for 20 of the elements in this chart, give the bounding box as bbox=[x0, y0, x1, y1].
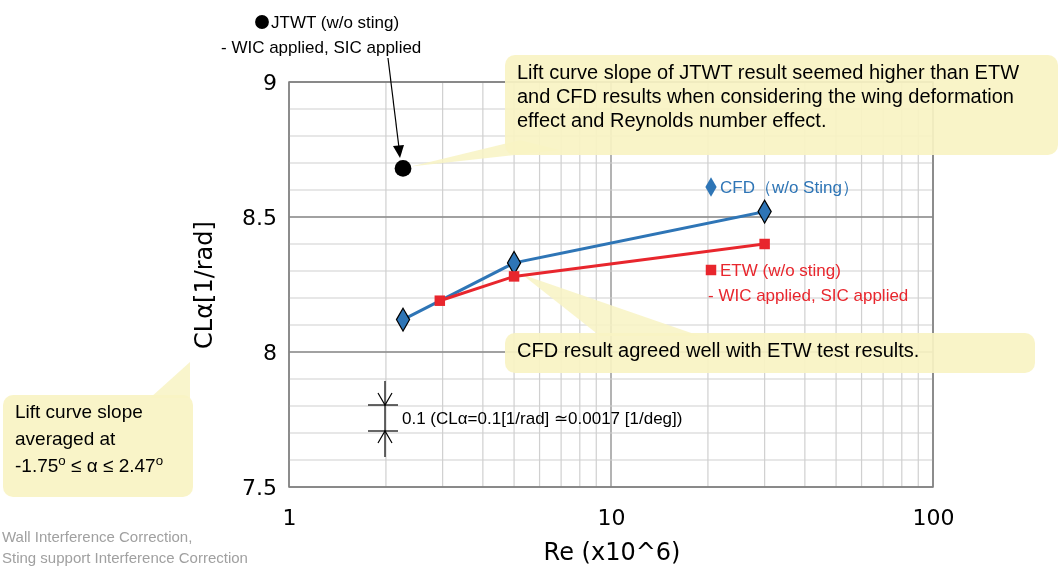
y-tick-label: 8.5 bbox=[242, 204, 277, 230]
annotation: 0.1 (CLα=0.1[1/rad] ≃0.0017 [1/deg]) bbox=[402, 409, 683, 428]
x-tick-label: 1 bbox=[282, 504, 297, 530]
y-tick-label: 8 bbox=[263, 339, 277, 365]
x-axis-title: Re (x10^6) bbox=[543, 538, 681, 566]
text: Lift curve slope averaged at -1.75$^{o}$ ≤ α ≤ 2.47$^{o}$ bbox=[15, 401, 164, 476]
legend-label: ETW (w/o sting) bbox=[720, 261, 841, 280]
y-tick-label: 7.5 bbox=[242, 474, 277, 500]
y-tick-label: 9 bbox=[263, 69, 277, 95]
annotation: CFD result agreed well with ETW test results. bbox=[517, 339, 920, 361]
text: Wall Interference Correction, bbox=[2, 528, 193, 545]
x-tick-label: 100 bbox=[912, 504, 955, 530]
x-tick-label: 10 bbox=[597, 504, 626, 530]
y-axis-title: CLα[1/rad] bbox=[190, 221, 218, 349]
annotation: - WIC applied, SIC applied bbox=[708, 286, 909, 305]
legend-label: JTWT (w/o sting) bbox=[271, 13, 400, 32]
annotation: Lift curve slope of JTWT result seemed higher than ETW and CFD results when considering the wing deformation effect and Reynolds number effect. bbox=[517, 61, 1020, 131]
text: - WIC applied, SIC applied bbox=[221, 38, 422, 57]
legend-label: CFD（w/o Sting） bbox=[720, 178, 859, 197]
text: Sting support Interference Correction bbox=[2, 549, 248, 566]
